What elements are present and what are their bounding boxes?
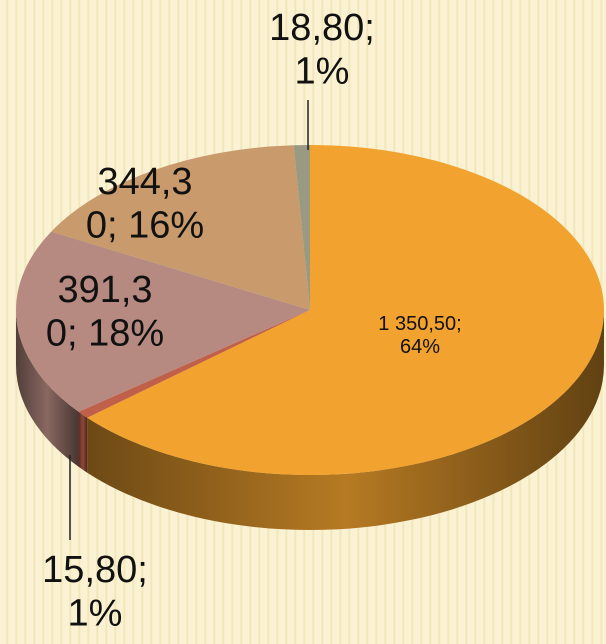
pie-slice — [78, 310, 310, 418]
data-label-line: 0; 16% — [86, 205, 204, 247]
data-label: 1 350,50; 64% — [378, 313, 461, 358]
pie-side — [16, 310, 79, 467]
pie-slice — [293, 145, 310, 310]
data-label-line: 18,80; — [269, 7, 375, 49]
data-label-line: 1% — [68, 593, 123, 635]
data-label-line: 344,3 — [97, 161, 192, 203]
data-label-line: 64% — [400, 336, 440, 358]
pie-slice — [15, 231, 310, 412]
data-label-line: 0; 18% — [46, 313, 164, 355]
data-label: 344,3 0; 16% — [86, 161, 204, 247]
data-label: 18,80; 1% — [269, 7, 375, 93]
data-label-line: 1% — [295, 51, 350, 93]
data-label: 15,80; 1% — [42, 549, 148, 635]
pie-side — [78, 411, 88, 473]
data-label-line: 15,80; — [42, 549, 148, 591]
pie-slice — [87, 145, 604, 475]
data-label: 391,3 0; 18% — [46, 269, 164, 355]
pie-slice — [51, 145, 311, 310]
data-label-line: 1 350,50; — [378, 313, 461, 335]
pie-side — [87, 310, 604, 530]
data-label-line: 391,3 — [57, 269, 152, 311]
